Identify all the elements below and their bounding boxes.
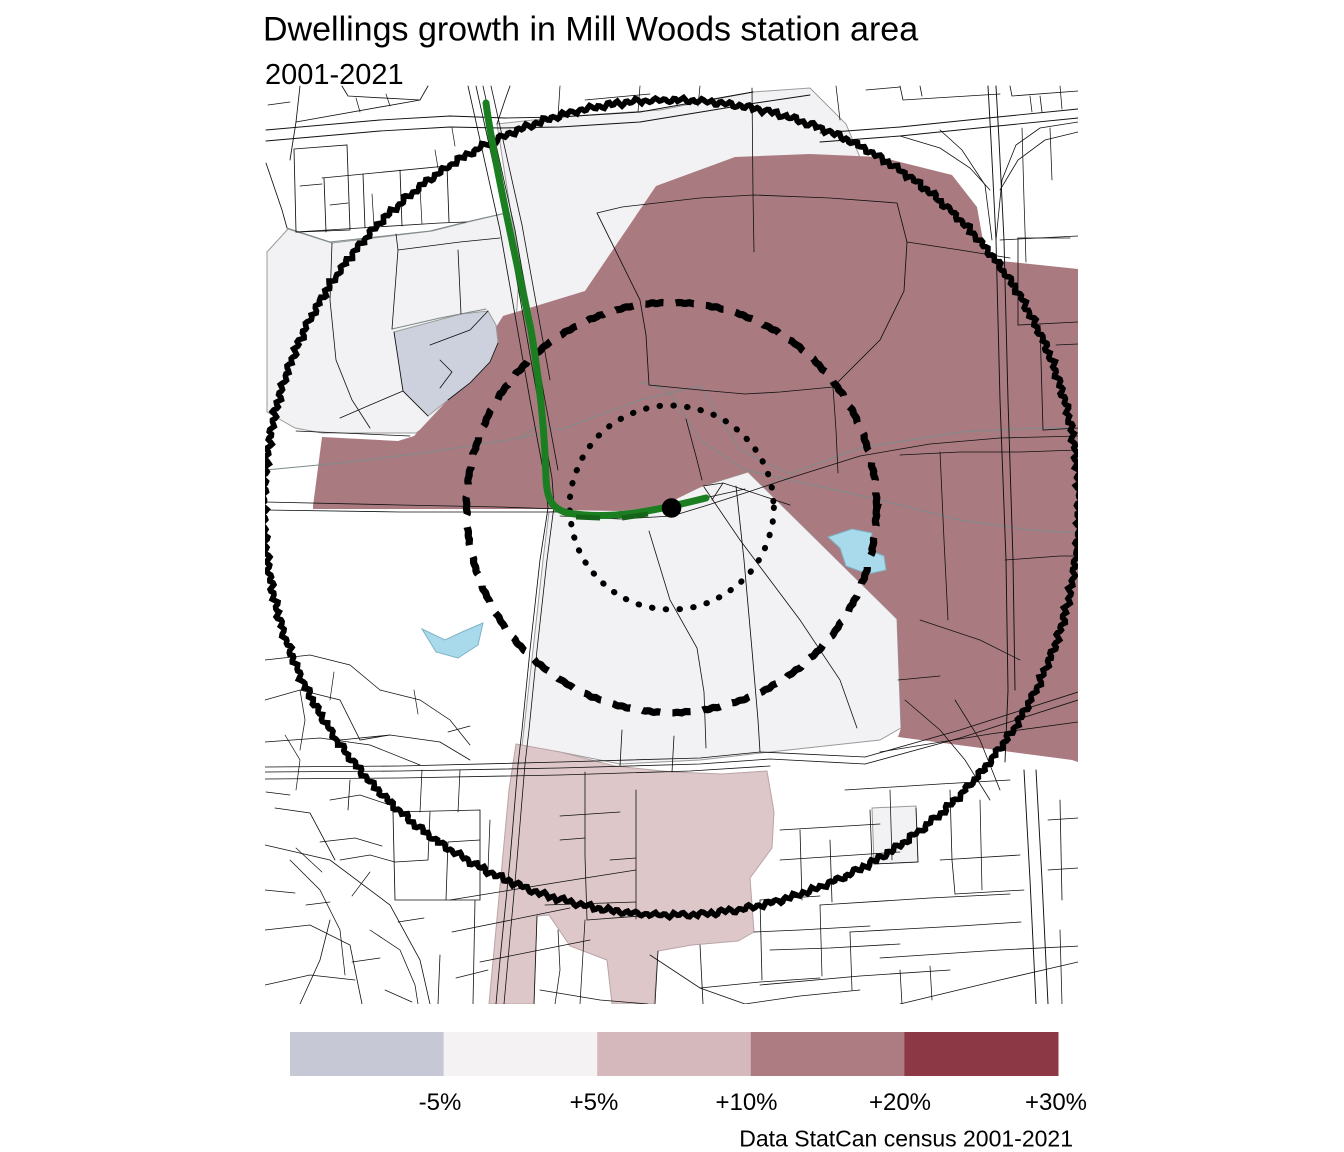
svg-text:-5%: -5% (419, 1089, 462, 1116)
svg-text:+30%: +30% (1025, 1089, 1087, 1116)
svg-text:+10%: +10% (715, 1089, 777, 1116)
svg-text:Dwellings growth in Mill Woods: Dwellings growth in Mill Woods station a… (263, 11, 918, 49)
svg-text:2001-2021: 2001-2021 (265, 59, 404, 91)
svg-text:Data StatCan census 2001-2021: Data StatCan census 2001-2021 (739, 1126, 1073, 1152)
svg-text:+20%: +20% (869, 1089, 931, 1116)
svg-text:+5%: +5% (570, 1089, 619, 1116)
